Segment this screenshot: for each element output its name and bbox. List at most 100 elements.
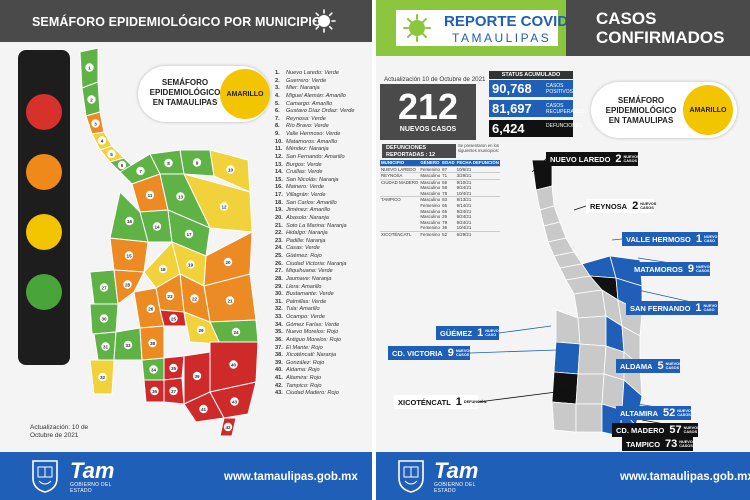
case-label: ALDAMA 5 NUEVOS CASOS	[616, 359, 682, 373]
stat-value: 6,424	[492, 121, 525, 136]
municipality-item: 3. Mier: Naranja	[275, 85, 320, 92]
table-row: Femenino 65 9/14/21	[420, 203, 472, 209]
callout-line	[573, 205, 587, 211]
semaforo-badge: Semáforo Epidemiológico en Tamaulipas AM…	[138, 66, 270, 122]
map-marker	[98, 372, 107, 382]
map-number: 36	[152, 389, 158, 394]
case-label: GÜÉMEZ 1 NUEVO CASO	[436, 326, 500, 340]
map-marker	[150, 386, 159, 396]
map-marker	[225, 296, 235, 305]
orange-light	[26, 154, 62, 190]
map-number: 27	[101, 285, 107, 290]
case-label: MATAMOROS 9 NUEVOS CASOS	[630, 262, 712, 276]
map-marker	[99, 283, 109, 292]
map-marker	[87, 95, 96, 104]
sun-icon	[312, 9, 336, 33]
callout-line	[477, 389, 573, 403]
map-marker	[192, 371, 202, 381]
map-marker	[231, 327, 241, 337]
panel-divider	[372, 0, 376, 500]
table-row: Femenino 36 10/4/21	[420, 225, 472, 231]
case-label: XICOTÉNCATL 1 DEFUNCIÓN	[394, 395, 486, 409]
map-marker	[169, 314, 178, 323]
semaforo-badge-right: Semáforo Epidemiológico en Tamaulipas AM…	[591, 82, 737, 138]
map-number: 43	[232, 399, 238, 404]
state-seal-icon	[32, 460, 58, 493]
map-marker	[169, 386, 178, 396]
map-marker	[164, 158, 173, 168]
table-row: Masculino 66 9/24/21	[420, 208, 472, 214]
map-number: 11	[148, 193, 153, 198]
map-number: 4	[101, 138, 104, 143]
municipality-item: 4. Miguel Alemán: Amarillo	[275, 92, 346, 99]
callout-lines	[469, 158, 719, 445]
map-number: 12	[221, 204, 227, 209]
map-number: 30	[101, 316, 107, 321]
status-badge: AMARILLO	[220, 69, 270, 119]
map-number: 3	[94, 121, 97, 126]
callout-line	[611, 238, 623, 241]
badge-label-right: Semáforo Epidemiológico en Tamaulipas	[605, 96, 677, 125]
map-marker	[165, 291, 175, 301]
website-link[interactable]: www.tamaulipas.gob.mx	[224, 471, 358, 483]
map-number: 10	[228, 167, 234, 172]
municipality-item: 30. Bustamante: Verde	[275, 291, 334, 298]
map-number: 37	[171, 389, 177, 394]
table-row: Masculino 78 10/4/21	[420, 190, 472, 196]
map-marker	[107, 149, 116, 159]
map-marker	[229, 360, 238, 369]
footer: Tam GOBIERNO DEL ESTADO www.tamaulipas.g…	[0, 452, 372, 500]
traffic-light-graphic	[18, 50, 70, 365]
map-number: 13	[178, 194, 184, 199]
municipality-item: 32. Tula: Amarillo	[275, 306, 320, 313]
report-update-date: Actualización 10 de Octubre de 2021	[384, 76, 486, 83]
municipality-item: 41. Altamira: Rojo	[275, 375, 322, 381]
map-marker	[190, 294, 199, 303]
map-marker	[226, 165, 235, 174]
semaforo-header: SEMÁFORO EPIDEMIOLÓGICO POR MUNICIPIO	[0, 0, 372, 42]
map-number: 25	[171, 316, 177, 321]
map-number: 41	[201, 407, 207, 412]
table-header: EDAD	[441, 160, 456, 166]
municipality-item: 18. San Carlos: Amarillo	[275, 199, 337, 206]
map-number: 31	[103, 344, 109, 349]
map-number: 24	[233, 330, 239, 335]
website-link[interactable]: www.tamaulipas.gob.mx	[620, 471, 750, 483]
map-marker	[230, 397, 239, 406]
municipality-item: 25. Güémez: Rojo	[275, 253, 322, 259]
municipality-item: 23. Padilla: Naranja	[275, 237, 326, 244]
stat-value: 90,768	[492, 81, 532, 96]
map-number: 42	[225, 425, 231, 430]
municipality-item: 2. Guerrero: Verde	[275, 77, 327, 84]
case-label: ALTAMIRA 52 NUEVOS CASOS	[616, 406, 693, 420]
case-label: TAMPICO 73 NUEVOS CASOS	[622, 437, 695, 451]
map-marker	[148, 338, 157, 348]
municipality-item: 34. Gómez Farías: Verde	[275, 321, 340, 328]
map-marker	[99, 314, 109, 323]
map-marker	[145, 190, 155, 200]
map-number: 21	[227, 298, 233, 303]
map-marker	[101, 342, 110, 351]
table-header: GÉNERO	[419, 160, 442, 166]
municipality-item: 11. Méndez: Naranja	[275, 146, 329, 153]
map-number: 29	[198, 328, 204, 333]
map-marker	[223, 257, 233, 267]
municipality-item: 9. Valle Hermoso: Verde	[275, 131, 341, 137]
map-marker	[123, 340, 133, 350]
map-number: 38	[150, 341, 156, 346]
map-number: 17	[186, 232, 192, 237]
municipality-item: 20. Abasolo: Naranja	[275, 214, 329, 221]
map-marker	[223, 422, 233, 432]
update-date: Actualización: 10 de Octubre de 2021	[30, 424, 89, 439]
map-marker	[136, 166, 145, 176]
footer-right: Tam GOBIERNO DEL ESTADO www.tamaulipas.g…	[376, 452, 750, 500]
map-number: 8	[167, 161, 170, 166]
deaths-note: Se presentaron en los siguientes municip…	[458, 143, 499, 153]
government-logo: Tam GOBIERNO DEL ESTADO	[434, 458, 479, 495]
map-marker	[117, 160, 127, 170]
map-number: 23	[167, 294, 173, 299]
report-title: REPORTE COVID-19	[444, 13, 590, 30]
map-marker	[152, 222, 162, 231]
map-marker	[176, 192, 185, 201]
